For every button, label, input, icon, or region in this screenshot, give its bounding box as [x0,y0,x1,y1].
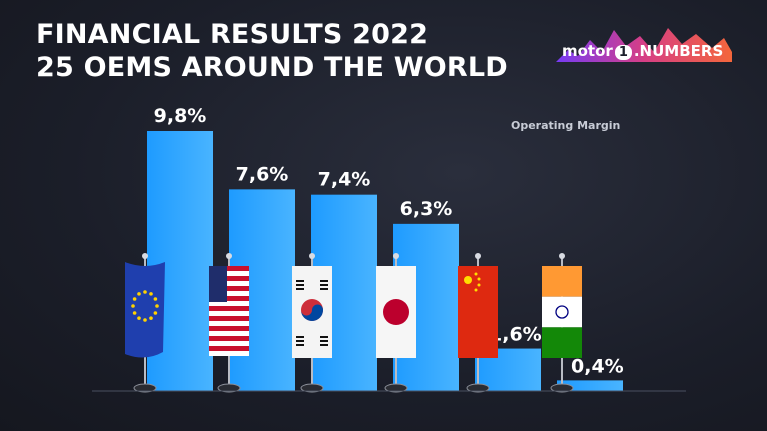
title-line-2: 25 OEMS AROUND THE WORLD [36,52,508,83]
bar-india [557,380,623,391]
value-label-india: 0,4% [571,355,624,377]
value-label-japan: 6,3% [400,198,453,220]
logo-mountain-graphic [556,28,732,62]
india-flag-icon [542,253,582,393]
logo-badge: 1 [614,45,632,60]
value-label-south-korea: 7,4% [318,169,371,191]
value-label-eu: 9,8% [154,105,207,127]
value-label-usa: 7,6% [236,163,289,185]
title-line-1: FINANCIAL RESULTS 2022 [36,19,429,50]
china-flag-icon [458,253,498,393]
south-korea-flag-icon [292,253,332,393]
value-label-china: 1,6% [489,324,542,346]
japan-flag-icon [376,253,416,393]
legend-operating-margin: Operating Margin [511,119,621,132]
eu-flag-icon [125,253,165,393]
logo-text: motor 1 .NUMBERS [562,42,724,60]
page-title: FINANCIAL RESULTS 2022 25 OEMS AROUND TH… [36,18,508,84]
usa-flag-icon [209,253,249,393]
motor1-numbers-logo: motor 1 .NUMBERS [556,22,732,74]
